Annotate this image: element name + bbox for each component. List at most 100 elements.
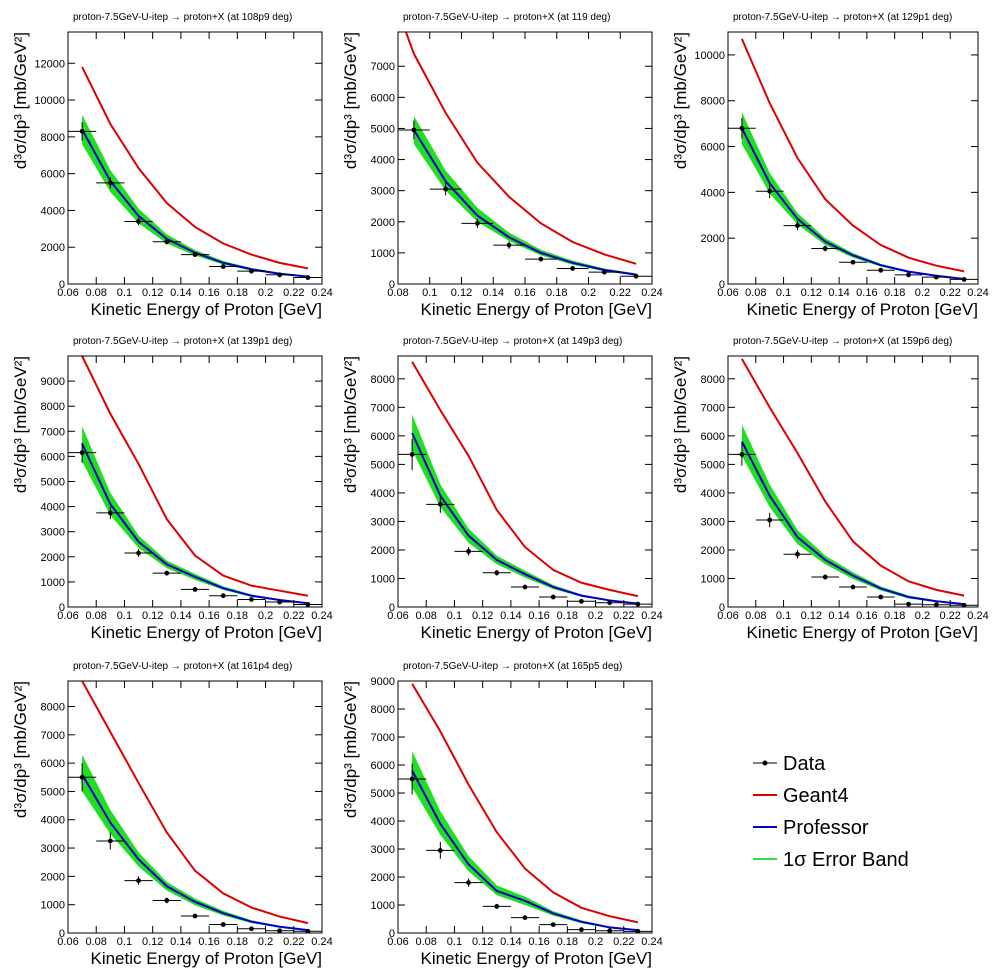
panel-4: proton-7.5GeV-U-itep → proton+X (at 139p… (11, 336, 333, 642)
y-tick-label: 0 (59, 928, 65, 940)
data-marker (409, 776, 415, 782)
panel-5: proton-7.5GeV-U-itep → proton+X (at 149p… (341, 336, 663, 642)
x-tick-label: 0.24 (311, 936, 332, 948)
y-tick-label: 2000 (701, 545, 725, 557)
geant4-line (81, 66, 309, 270)
data-point (398, 438, 427, 471)
y-tick-label: 5000 (701, 459, 725, 471)
panel-7: proton-7.5GeV-U-itep → proton+X (at 161p… (11, 661, 333, 968)
data-point (96, 832, 125, 850)
data-marker (305, 275, 311, 280)
x-tick-label: 0.08 (745, 287, 766, 299)
data-marker (249, 268, 254, 274)
data-point (398, 120, 430, 140)
y-tick-label: 7000 (371, 402, 395, 414)
data-marker (570, 266, 576, 271)
x-tick-label: 0.22 (283, 610, 304, 622)
x-axis-label: Kinetic Energy of Proton [GeV] (90, 300, 322, 319)
panel-3: proton-7.5GeV-U-itep → proton+X (at 129p… (671, 12, 989, 319)
data-point (152, 897, 181, 904)
y-tick-label: 4000 (371, 816, 395, 828)
data-marker (506, 242, 512, 248)
data-marker (906, 272, 911, 278)
y-tick-label: 1000 (371, 900, 395, 912)
panel-title: proton-7.5GeV-U-itep → proton+X (at 129p… (733, 12, 952, 23)
data-point (68, 763, 97, 792)
data-point (482, 903, 511, 909)
y-tick-label: 6000 (41, 451, 65, 463)
y-tick-label: 8000 (41, 401, 65, 413)
y-tick-label: 0 (389, 928, 395, 940)
data-marker (220, 593, 226, 599)
data-marker (906, 601, 911, 607)
x-tick-label: 0.2 (915, 287, 930, 299)
y-tick-label: 3000 (41, 843, 65, 855)
x-tick-label: 0.16 (198, 287, 219, 299)
data-point (728, 117, 756, 139)
y-tick-label: 7000 (371, 61, 395, 73)
data-point (293, 602, 322, 607)
data-marker (277, 272, 283, 278)
x-tick-label: 0.14 (170, 610, 191, 622)
data-point (265, 599, 294, 605)
data-marker (466, 548, 471, 554)
data-marker (136, 878, 141, 884)
x-tick-label: 0.12 (472, 936, 493, 948)
data-marker (635, 601, 641, 607)
y-tick-label: 7000 (41, 426, 65, 438)
x-tick-label: 0.08 (416, 936, 437, 948)
legend-label: Professor (783, 817, 869, 839)
data-marker (107, 180, 113, 186)
y-tick-label: 0 (719, 602, 725, 614)
x-tick-label: 0.14 (828, 610, 849, 622)
data-point (811, 245, 840, 252)
data-point (950, 277, 978, 282)
y-tick-label: 3000 (371, 844, 395, 856)
error-band (82, 114, 308, 278)
data-marker (277, 599, 283, 605)
panel-1: proton-7.5GeV-U-itep → proton+X (at 108p… (11, 12, 333, 319)
panel-title: proton-7.5GeV-U-itep → proton+X (at 119 … (403, 12, 610, 23)
x-tick-label: 0.1 (117, 936, 132, 948)
x-axis-label: Kinetic Energy of Proton [GeV] (420, 623, 652, 642)
x-tick-label: 0.18 (227, 610, 248, 622)
x-tick-label: 0.06 (57, 610, 78, 622)
data-point (556, 266, 589, 271)
x-tick-label: 0.16 (856, 287, 877, 299)
data-point (124, 217, 153, 226)
x-tick-label: 0.08 (86, 936, 107, 948)
data-marker (192, 252, 198, 257)
y-tick-label: 6000 (41, 169, 65, 181)
data-marker (136, 550, 141, 556)
data-marker (409, 452, 415, 457)
data-marker (538, 256, 544, 262)
y-tick-label: 1000 (701, 573, 725, 585)
x-tick-label: 0.12 (801, 610, 822, 622)
plot-frame (67, 680, 323, 934)
y-tick-label: 4000 (41, 815, 65, 827)
x-tick-label: 0.06 (57, 287, 78, 299)
error-band (412, 414, 638, 605)
x-axis-label: Kinetic Energy of Proton [GeV] (420, 300, 652, 319)
x-tick-label: 0.08 (387, 287, 408, 299)
y-tick-label: 3000 (371, 516, 395, 528)
panel-title: proton-7.5GeV-U-itep → proton+X (at 161p… (73, 661, 292, 672)
data-point (866, 594, 895, 600)
data-marker (601, 269, 607, 275)
x-tick-label: 0.2 (588, 936, 603, 948)
y-tick-label: 3000 (371, 186, 395, 198)
y-tick-label: 2000 (371, 217, 395, 229)
y-tick-label: 6000 (371, 92, 395, 104)
x-tick-label: 0.12 (142, 936, 163, 948)
data-point (595, 928, 624, 933)
data-point (237, 926, 266, 932)
x-tick-label: 0.16 (198, 610, 219, 622)
panel-title: proton-7.5GeV-U-itep → proton+X (at 108p… (73, 12, 292, 23)
y-tick-label: 4000 (701, 187, 725, 199)
geant4-line (411, 361, 639, 598)
data-point (152, 238, 181, 245)
data-point (783, 221, 812, 231)
x-tick-label: 0.18 (884, 610, 905, 622)
data-marker (739, 452, 745, 457)
x-tick-label: 0.1 (422, 287, 437, 299)
